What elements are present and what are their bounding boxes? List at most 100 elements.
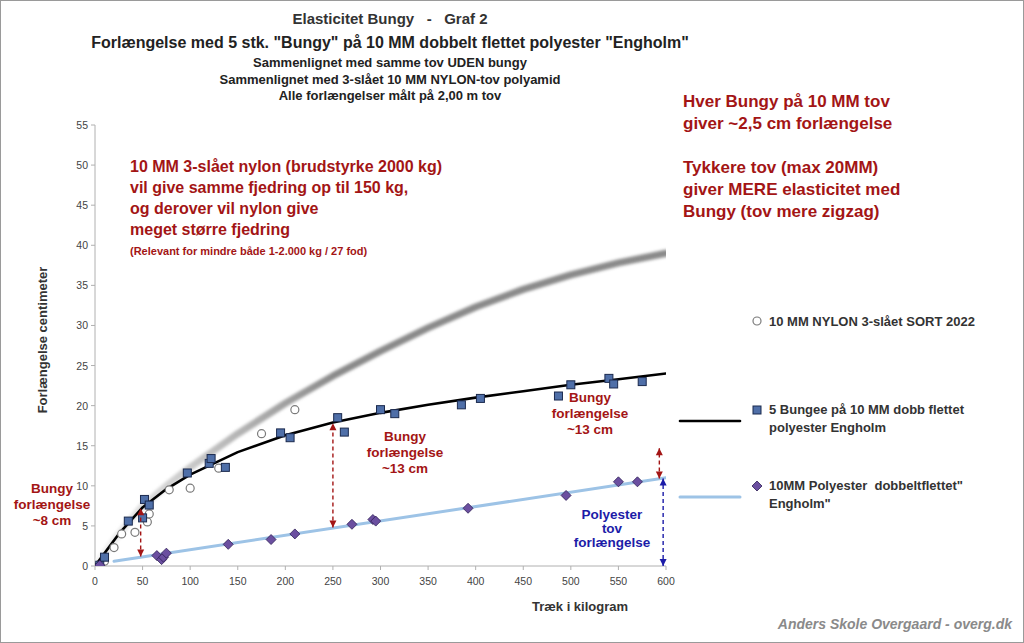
data-point (186, 484, 194, 492)
y-tick (91, 365, 95, 366)
legend-text-line: 5 Bungee på 10 MM dobb flettet (769, 402, 965, 417)
x-tick-label: 450 (514, 575, 532, 587)
annotation-text: ~13 cm (382, 461, 428, 476)
plot-data (95, 253, 666, 566)
legend-text: 10MM Polyester dobbeltflettet" Engholm" (769, 478, 963, 511)
data-point (340, 428, 348, 436)
y-tick-label: 55 (76, 119, 88, 131)
note-text: 10 MM 3-slået nylon (brudstyrke 2000 kg) (130, 158, 442, 175)
x-tick (570, 566, 571, 570)
data-point (145, 501, 153, 509)
data-point (207, 455, 215, 463)
data-point (165, 486, 173, 494)
x-tick (523, 566, 524, 570)
x-tick-label: 0 (92, 575, 98, 587)
data-point (457, 401, 465, 409)
arrow-head (656, 448, 663, 455)
y-tick (91, 165, 95, 166)
y-tick (91, 205, 95, 206)
data-point (95, 560, 105, 566)
note-text: Tykkere tov (max 20MM) (683, 158, 878, 177)
x-tick-label: 100 (181, 575, 199, 587)
legend-text-line: Engholm" (769, 496, 831, 511)
data-point (96, 561, 104, 566)
data-point (371, 516, 381, 526)
data-point (554, 392, 562, 400)
trend-line (114, 478, 666, 561)
y-tick-label: 25 (76, 360, 88, 372)
annotation-text: Bungy (31, 481, 73, 496)
arrow-line (140, 508, 141, 556)
x-tick-label: 350 (419, 575, 437, 587)
x-tick (618, 566, 619, 570)
arrow-line (662, 479, 663, 566)
legend-marker (753, 317, 761, 325)
y-tick (91, 285, 95, 286)
y-tick (91, 525, 95, 526)
data-point (118, 530, 126, 538)
chart: Elasticitet Bungy - Graf 2Forlængelse me… (0, 0, 1024, 643)
annotation-text: forlængelse (574, 535, 651, 550)
data-point (632, 477, 642, 487)
legend-text-line: 10 MM NYLON 3-slået SORT 2022 (769, 314, 975, 329)
data-point (610, 380, 618, 388)
x-tick-label: 500 (562, 575, 580, 587)
legend-line (680, 420, 740, 423)
x-tick-label: 600 (657, 575, 675, 587)
x-tick-label: 250 (324, 575, 342, 587)
note-text: Hver Bungy på 10 MM tov (683, 92, 890, 111)
y-tick-label: 5 (82, 520, 88, 532)
data-point (161, 548, 171, 558)
data-point (183, 469, 191, 477)
x-tick (285, 566, 286, 570)
x-tick (380, 566, 381, 570)
credit: Anders Skole Overgaard - overg.dk (777, 616, 1013, 632)
legend-marker (752, 481, 762, 491)
data-point (291, 406, 299, 414)
arrow-head (329, 423, 336, 430)
data-point (277, 429, 285, 437)
x-tick (237, 566, 238, 570)
y-tick (91, 405, 95, 406)
x-tick (428, 566, 429, 570)
legend-text: 10 MM NYLON 3-slået SORT 2022 (769, 314, 975, 329)
arrow-head (660, 479, 667, 486)
legend: 10 MM NYLON 3-slået SORT 2022 5 Bungee på… (680, 314, 975, 511)
legend-marker (753, 406, 761, 414)
subtitle: Alle forlængelser målt på 2,00 m tov (279, 88, 502, 103)
y-tick-label: 30 (76, 319, 88, 331)
annotation-text: Bungy (569, 390, 611, 405)
trend-line (95, 253, 666, 566)
annotation-text: Bungy (384, 429, 426, 444)
data-point (101, 553, 109, 561)
note-text: (Relevant for mindre både 1-2.000 kg / 2… (130, 245, 368, 257)
annotation-text: forlængelse (14, 497, 91, 512)
arrow-head (329, 521, 336, 528)
data-point (223, 539, 233, 549)
x-tick-label: 300 (372, 575, 390, 587)
data-point (110, 544, 118, 552)
subtitle: Forlængelse med 5 stk. "Bungy" på 10 MM … (91, 34, 689, 51)
annotation-text: forlængelse (367, 445, 444, 460)
arrow-head (656, 472, 663, 479)
y-tick (91, 125, 95, 126)
legend-text-line: 10MM Polyester dobbeltflettet" (769, 478, 963, 493)
data-point (613, 477, 623, 487)
arrow-head (660, 559, 667, 566)
data-point (567, 381, 575, 389)
x-tick (332, 566, 333, 570)
note-text: og derover vil nylon give (130, 200, 319, 217)
data-point (391, 410, 399, 418)
frame (1, 1, 1024, 643)
y-tick (91, 566, 95, 567)
data-point (476, 394, 484, 402)
annotation-text: ~8 cm (33, 513, 72, 528)
note-text: giver MERE elasticitet med (683, 180, 900, 199)
arrow-line (332, 423, 333, 527)
y-tick-label: 10 (76, 480, 88, 492)
y-tick-label: 40 (76, 239, 88, 251)
x-tick (95, 566, 96, 570)
x-axis-label: Træk i kilogram (532, 599, 628, 614)
y-tick (91, 485, 95, 486)
arrow-head (137, 549, 144, 556)
